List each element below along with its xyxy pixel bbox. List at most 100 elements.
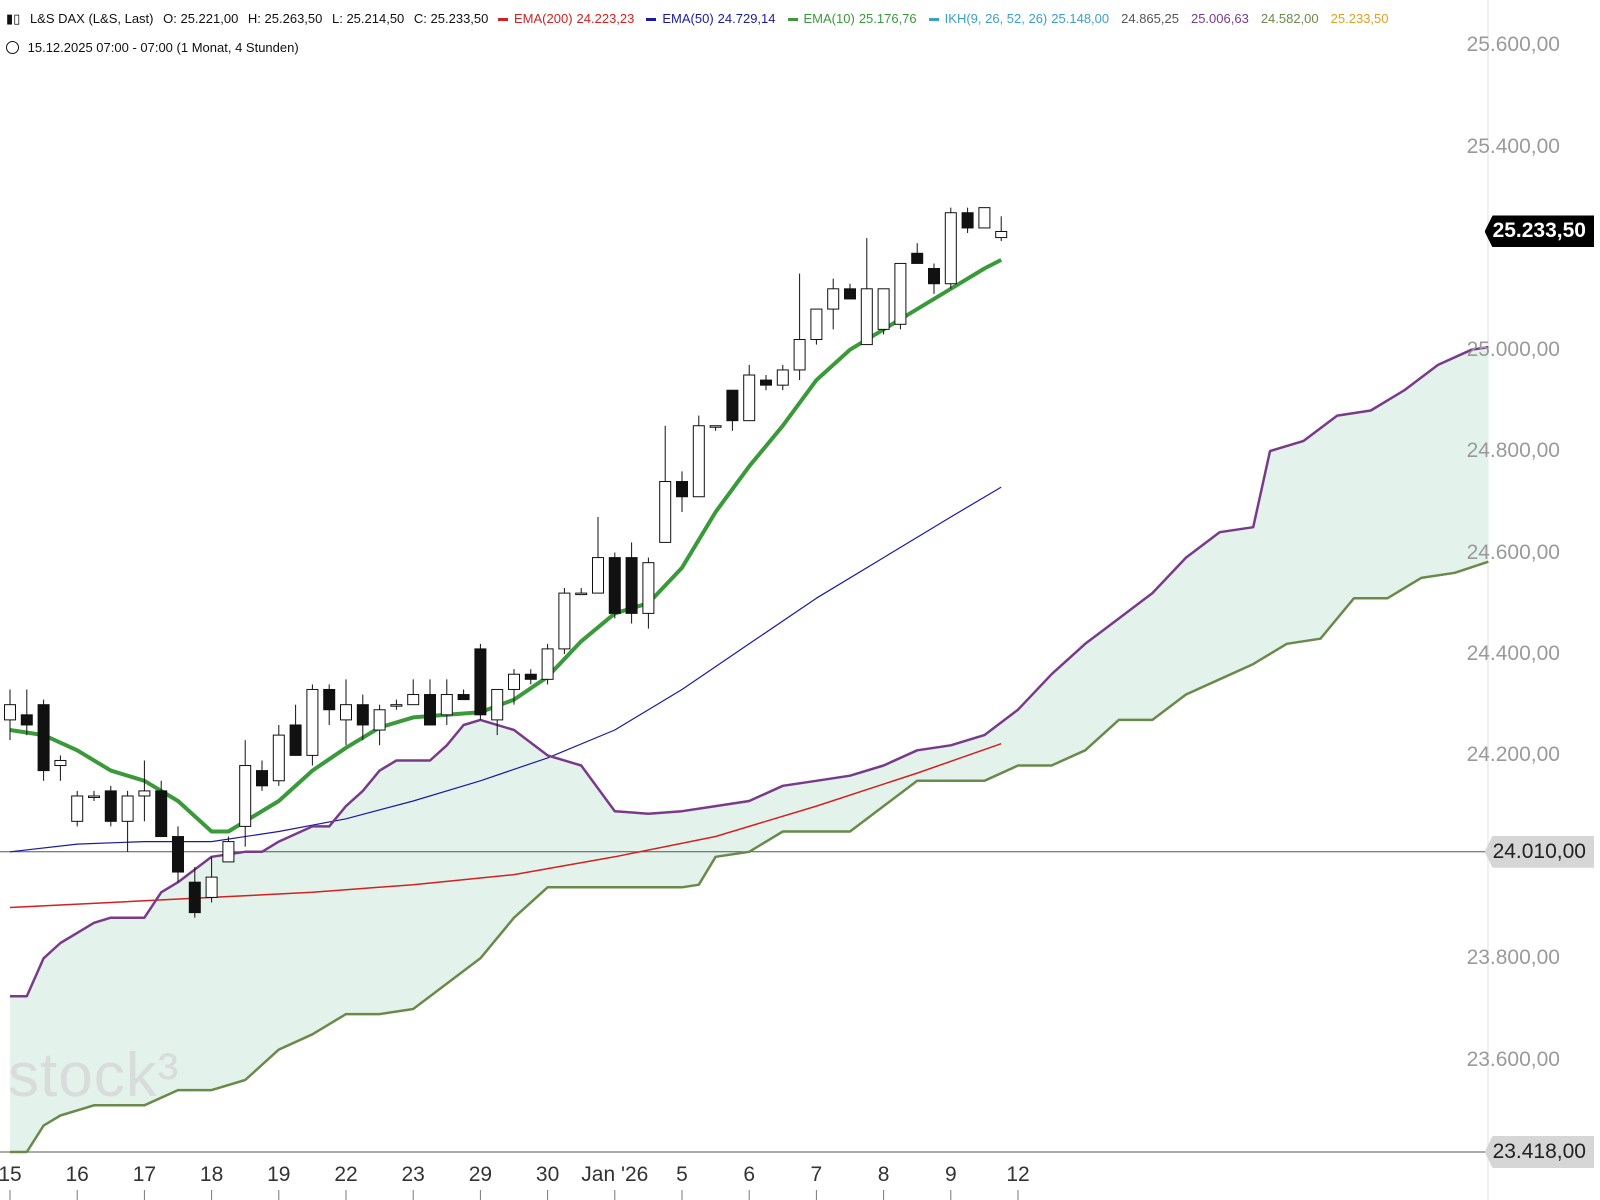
indicator-3[interactable]: IKH(9, 26, 52, 26) 25.148,00 24.865,25 25.0… <box>928 11 1395 26</box>
candle-body <box>205 876 218 898</box>
candle-body <box>188 881 201 914</box>
candle-body <box>726 389 739 422</box>
x-tick-label: 18 <box>199 1163 224 1186</box>
clock-icon <box>6 41 19 54</box>
candle-body <box>138 790 151 797</box>
indicator-value: 24.865,25 <box>1121 11 1179 26</box>
candle-body <box>911 252 924 264</box>
candle-body <box>256 770 268 787</box>
chart-legend: ▮▯ L&S DAX (L&S, Last) O: 25.221,00 H: 2… <box>6 11 1407 27</box>
candle-body <box>676 481 688 498</box>
candle-body <box>995 230 1008 239</box>
x-tick-label: 23 <box>401 1163 425 1186</box>
x-tick-label: 16 <box>65 1163 89 1186</box>
indicator-value: 25.006,63 <box>1190 11 1249 26</box>
candle-body <box>659 481 672 543</box>
candle-body <box>709 425 722 428</box>
candle-body <box>642 562 655 614</box>
candle-body <box>474 648 487 716</box>
indicator-value: 24.729,14 <box>717 11 776 26</box>
indicator-label: EMA(50) <box>662 11 714 26</box>
candle-body <box>390 704 403 707</box>
candle-body <box>944 212 957 285</box>
candle-body <box>172 836 184 873</box>
indicator-0[interactable]: EMA(200) 24.223,23 <box>498 11 640 26</box>
candle-body <box>4 704 16 721</box>
y-tick-label: 25.000,00 <box>1466 337 1560 361</box>
series-line-senkou-a <box>10 345 1489 998</box>
candle-body <box>541 648 554 680</box>
indicator-color-swatch <box>498 18 508 22</box>
candle-body <box>272 734 285 782</box>
candle-body <box>37 704 50 772</box>
series-line-senkou-b <box>10 560 1489 1154</box>
indicator-value: 25.233,50 <box>1330 11 1389 26</box>
candle-body <box>894 262 907 325</box>
candle-body <box>373 709 386 731</box>
candle-body <box>289 724 302 756</box>
candle-body <box>88 795 100 798</box>
y-tick-label: 23.800,00 <box>1466 946 1560 970</box>
indicator-color-swatch <box>787 18 798 22</box>
series-line-ema-200- <box>9 742 1002 909</box>
x-tick-label: 6 <box>743 1163 756 1186</box>
candle-body <box>928 268 940 285</box>
candle-body <box>104 790 117 822</box>
indicator-color-swatch <box>928 18 939 22</box>
candle-body <box>20 714 33 726</box>
candle-body <box>877 288 890 330</box>
indicator-value: 24.223,23 <box>576 11 635 26</box>
candle-body <box>54 759 67 767</box>
y-tick-label: 24.600,00 <box>1466 540 1560 564</box>
candle-body <box>558 592 571 650</box>
candle-body <box>810 308 823 341</box>
candle-body <box>508 673 520 690</box>
candle-body <box>356 704 369 726</box>
indicator-1[interactable]: EMA(50) 24.729,14 <box>646 11 781 26</box>
indicator-value: 25.148,00 <box>1051 11 1110 26</box>
x-tick-label: 30 <box>535 1163 560 1186</box>
x-tick-label: 8 <box>877 1163 890 1186</box>
candle-body <box>844 288 856 300</box>
indicator-value: 24.582,00 <box>1260 11 1319 26</box>
hline-label-23418: 23.418,00 <box>1484 1136 1594 1168</box>
y-tick-label: 24.200,00 <box>1466 743 1560 767</box>
candle-body <box>978 207 991 229</box>
indicator-value: 25.176,76 <box>858 11 917 26</box>
y-tick-label: 23.600,00 <box>1466 1047 1560 1071</box>
high-value: H: 25.263,50 <box>247 11 323 26</box>
x-tick-label: 5 <box>676 1163 688 1186</box>
y-tick-label: 24.800,00 <box>1466 439 1560 463</box>
hline-label-24010: 24.010,00 <box>1484 835 1594 868</box>
x-tick-label: 7 <box>810 1163 823 1186</box>
candle-body <box>524 673 537 680</box>
candle-body <box>457 694 470 701</box>
candle-body <box>440 694 453 716</box>
close-value: C: 25.233,50 <box>413 11 489 26</box>
stock3-watermark: stock³ <box>8 1041 180 1110</box>
x-tick-label: Jan '26 <box>581 1163 649 1186</box>
candle-body <box>827 288 840 310</box>
indicator-2[interactable]: EMA(10) 25.176,76 <box>787 11 923 26</box>
y-tick-label: 24.400,00 <box>1466 641 1560 665</box>
candle-body <box>575 592 588 596</box>
range-label: (1 Monat, 4 Stunden) <box>176 40 299 55</box>
timestamp-label: 15.12.2025 07:00 - 07:00 <box>27 40 173 55</box>
x-tick-label: 19 <box>267 1163 291 1186</box>
y-tick-label: 25.600,00 <box>1466 33 1560 57</box>
candle-body <box>692 425 705 498</box>
candlestick-icon: ▮▯ <box>6 11 21 26</box>
candle-body <box>155 790 168 838</box>
indicator-color-swatch <box>646 18 657 22</box>
candle-body <box>491 688 504 721</box>
candle-body <box>239 765 252 827</box>
candle-body <box>860 288 873 346</box>
indicator-label: EMA(10) <box>803 11 855 26</box>
indicator-label: EMA(200) <box>514 11 573 26</box>
time-range-info: 15.12.2025 07:00 - 07:00 (1 Monat, 4 Stu… <box>6 40 299 55</box>
indicator-label: IKH(9, 26, 52, 26) <box>944 11 1048 26</box>
candle-body <box>608 557 621 614</box>
x-tick-label: 22 <box>334 1163 358 1186</box>
candle-body <box>306 688 319 756</box>
